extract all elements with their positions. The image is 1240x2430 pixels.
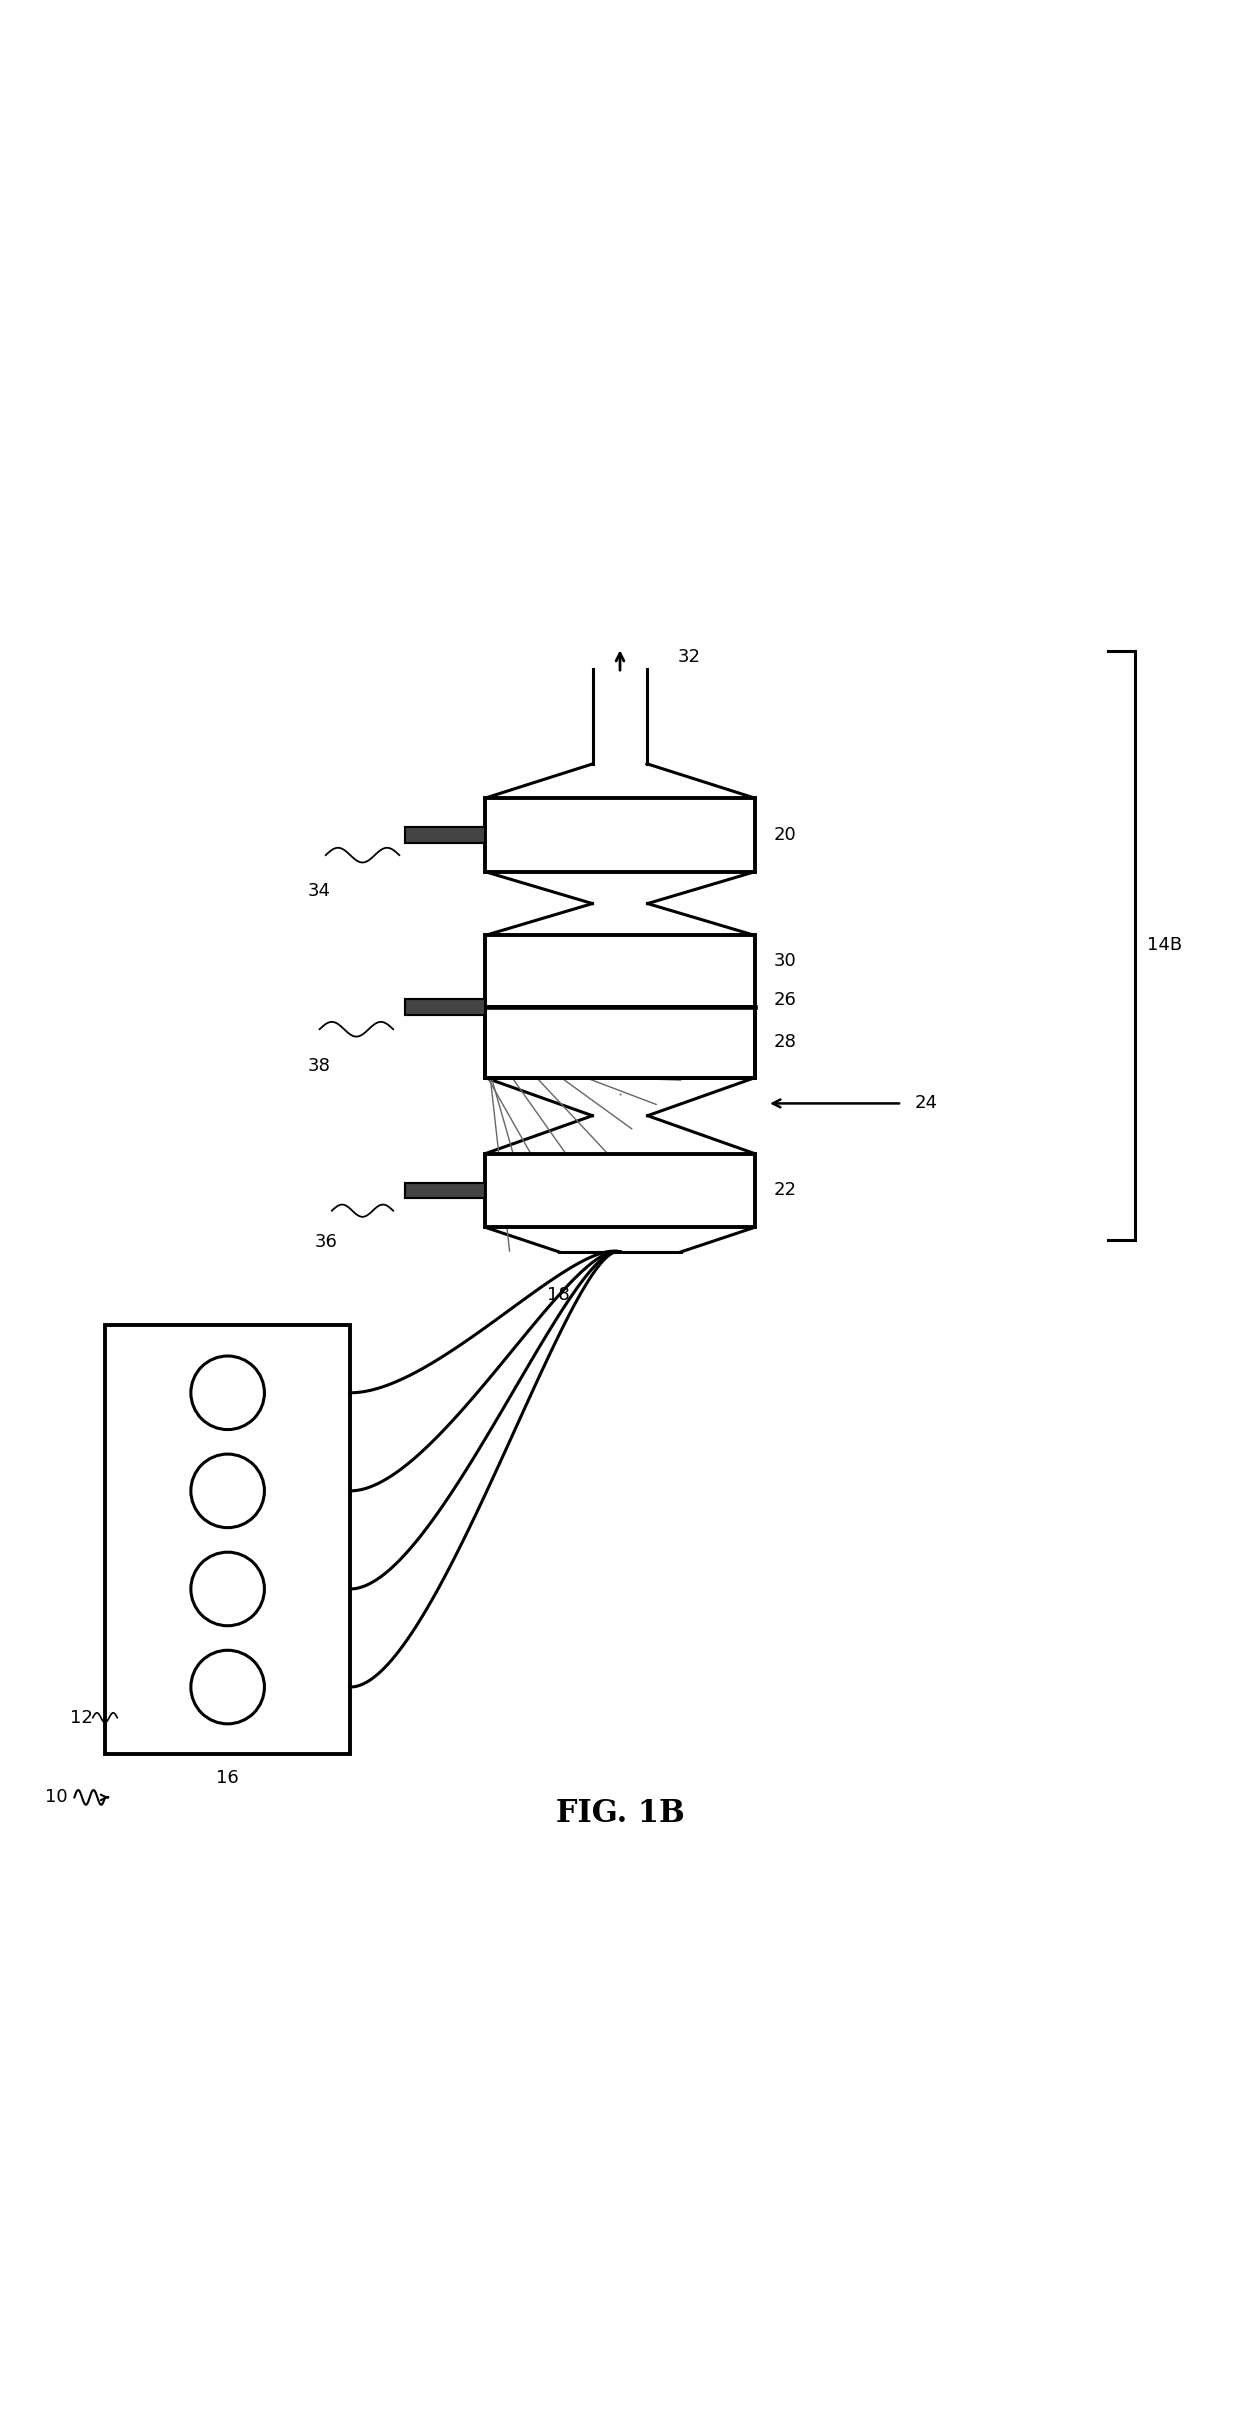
Bar [105,1324,350,1754]
Text: 24: 24 [914,1094,937,1113]
Text: 32: 32 [677,649,701,666]
Text: FIG. 1B: FIG. 1B [556,1798,684,1830]
Text: 34: 34 [308,882,331,899]
Bar [485,1006,755,1076]
Text: 20: 20 [774,826,796,843]
Text: 16: 16 [216,1769,239,1786]
Text: 14B: 14B [1147,936,1183,955]
Text: 38: 38 [309,1057,331,1076]
Text: 18: 18 [547,1285,570,1305]
Text: 26: 26 [774,991,796,1008]
Bar [485,1006,755,1076]
Circle shape [191,1356,264,1429]
Bar [405,999,485,1016]
Text: 10: 10 [45,1788,67,1805]
Circle shape [191,1453,264,1528]
Bar [485,1006,755,1076]
Text: 36: 36 [314,1232,337,1251]
Text: 12: 12 [69,1708,93,1728]
Bar [405,1183,485,1198]
Bar [405,826,485,843]
Text: 28: 28 [774,1033,796,1052]
Bar [485,936,755,1006]
Text: 30: 30 [774,953,796,970]
Bar [485,1154,755,1227]
Circle shape [191,1553,264,1626]
Circle shape [191,1650,264,1723]
Bar [485,797,755,872]
Bar [405,1183,485,1198]
Text: 22: 22 [774,1181,796,1200]
